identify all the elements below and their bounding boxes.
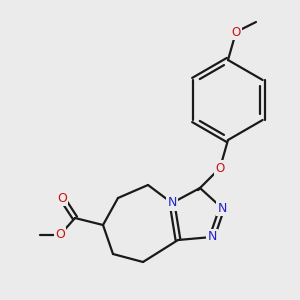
Text: O: O bbox=[57, 191, 67, 205]
Text: O: O bbox=[55, 229, 65, 242]
Text: N: N bbox=[167, 196, 177, 209]
Text: O: O bbox=[215, 161, 225, 175]
Text: O: O bbox=[231, 26, 241, 38]
Text: N: N bbox=[207, 230, 217, 244]
Text: N: N bbox=[217, 202, 227, 214]
